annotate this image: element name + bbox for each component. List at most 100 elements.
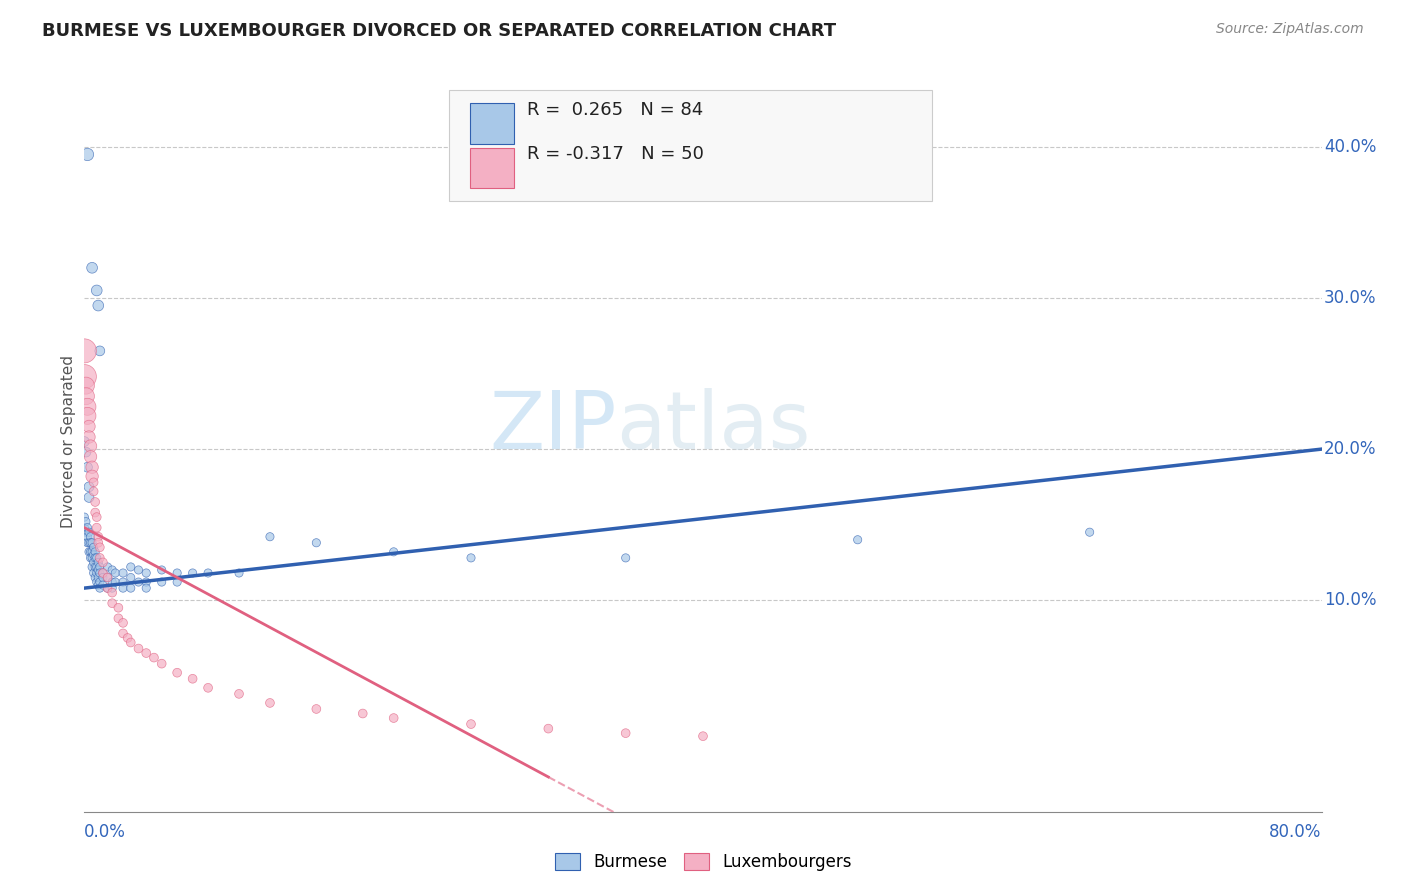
Point bbox=[89, 581, 111, 595]
Text: Source: ZipAtlas.com: Source: ZipAtlas.com bbox=[1216, 22, 1364, 37]
Text: 40.0%: 40.0% bbox=[1324, 138, 1376, 156]
Point bbox=[87, 299, 110, 313]
Point bbox=[79, 450, 101, 464]
Point bbox=[79, 550, 101, 565]
Point bbox=[382, 711, 405, 725]
Point bbox=[79, 530, 101, 544]
Point bbox=[107, 611, 129, 625]
Point bbox=[82, 260, 104, 275]
Point bbox=[91, 570, 114, 584]
Point bbox=[96, 581, 118, 595]
Point bbox=[87, 563, 110, 577]
Point bbox=[352, 706, 374, 721]
Point bbox=[181, 672, 204, 686]
Point bbox=[75, 525, 97, 540]
Point bbox=[83, 548, 105, 562]
Point bbox=[150, 563, 173, 577]
Point bbox=[89, 566, 111, 580]
Point bbox=[135, 566, 157, 580]
Point bbox=[135, 575, 157, 590]
Text: 10.0%: 10.0% bbox=[1324, 591, 1376, 609]
Point bbox=[460, 550, 482, 565]
Point bbox=[76, 535, 98, 549]
Point bbox=[79, 439, 101, 453]
Point bbox=[166, 575, 188, 590]
Point bbox=[96, 570, 118, 584]
Point bbox=[101, 585, 124, 599]
Text: 0.0%: 0.0% bbox=[84, 822, 127, 841]
Point bbox=[537, 722, 560, 736]
Point bbox=[76, 409, 98, 423]
Point bbox=[101, 581, 124, 595]
Point bbox=[83, 475, 105, 490]
Point bbox=[83, 556, 105, 570]
Point bbox=[76, 530, 98, 544]
Point bbox=[150, 657, 173, 671]
Point bbox=[112, 615, 135, 630]
Point bbox=[460, 717, 482, 731]
Point bbox=[228, 687, 250, 701]
Point bbox=[86, 510, 108, 524]
Y-axis label: Divorced or Separated: Divorced or Separated bbox=[60, 355, 76, 528]
Point bbox=[127, 563, 149, 577]
Point bbox=[112, 581, 135, 595]
Point bbox=[77, 419, 100, 434]
Point bbox=[86, 560, 108, 574]
Point bbox=[87, 530, 110, 544]
Point bbox=[73, 369, 96, 384]
Point bbox=[76, 460, 98, 475]
Legend: Burmese, Luxembourgers: Burmese, Luxembourgers bbox=[548, 846, 858, 878]
Point bbox=[87, 556, 110, 570]
Point bbox=[73, 521, 96, 535]
Point bbox=[75, 389, 97, 403]
Point bbox=[107, 600, 129, 615]
Point bbox=[87, 570, 110, 584]
Point bbox=[101, 596, 124, 610]
Point bbox=[91, 566, 114, 580]
Point bbox=[76, 147, 98, 161]
Point bbox=[614, 726, 637, 740]
Point bbox=[83, 484, 105, 499]
Point bbox=[305, 702, 328, 716]
Point bbox=[120, 581, 142, 595]
Point bbox=[112, 575, 135, 590]
Point bbox=[75, 378, 97, 392]
Point bbox=[75, 445, 97, 459]
Point bbox=[89, 575, 111, 590]
Point bbox=[89, 560, 111, 574]
Point bbox=[382, 545, 405, 559]
Point bbox=[82, 469, 104, 483]
Point bbox=[96, 560, 118, 574]
Point bbox=[86, 575, 108, 590]
Point bbox=[96, 581, 118, 595]
Point bbox=[101, 563, 124, 577]
Point bbox=[197, 681, 219, 695]
Point bbox=[84, 550, 107, 565]
Point bbox=[73, 510, 96, 524]
Point bbox=[76, 400, 98, 414]
Point bbox=[692, 729, 714, 743]
Point bbox=[84, 506, 107, 520]
Text: ZIP: ZIP bbox=[489, 388, 616, 466]
Point bbox=[846, 533, 869, 547]
Point bbox=[73, 434, 96, 449]
Point bbox=[120, 635, 142, 649]
Point bbox=[83, 566, 105, 580]
Point bbox=[84, 545, 107, 559]
Point bbox=[86, 521, 108, 535]
Point bbox=[150, 575, 173, 590]
Point bbox=[112, 566, 135, 580]
Point bbox=[89, 343, 111, 358]
Point bbox=[76, 521, 98, 535]
Text: atlas: atlas bbox=[616, 388, 811, 466]
Point bbox=[82, 550, 104, 565]
Point bbox=[77, 545, 100, 559]
Point bbox=[77, 430, 100, 444]
Point bbox=[104, 575, 127, 590]
Point bbox=[89, 541, 111, 555]
Point bbox=[259, 530, 281, 544]
Point bbox=[91, 556, 114, 570]
Point bbox=[96, 570, 118, 584]
Point bbox=[127, 641, 149, 656]
Point bbox=[86, 550, 108, 565]
